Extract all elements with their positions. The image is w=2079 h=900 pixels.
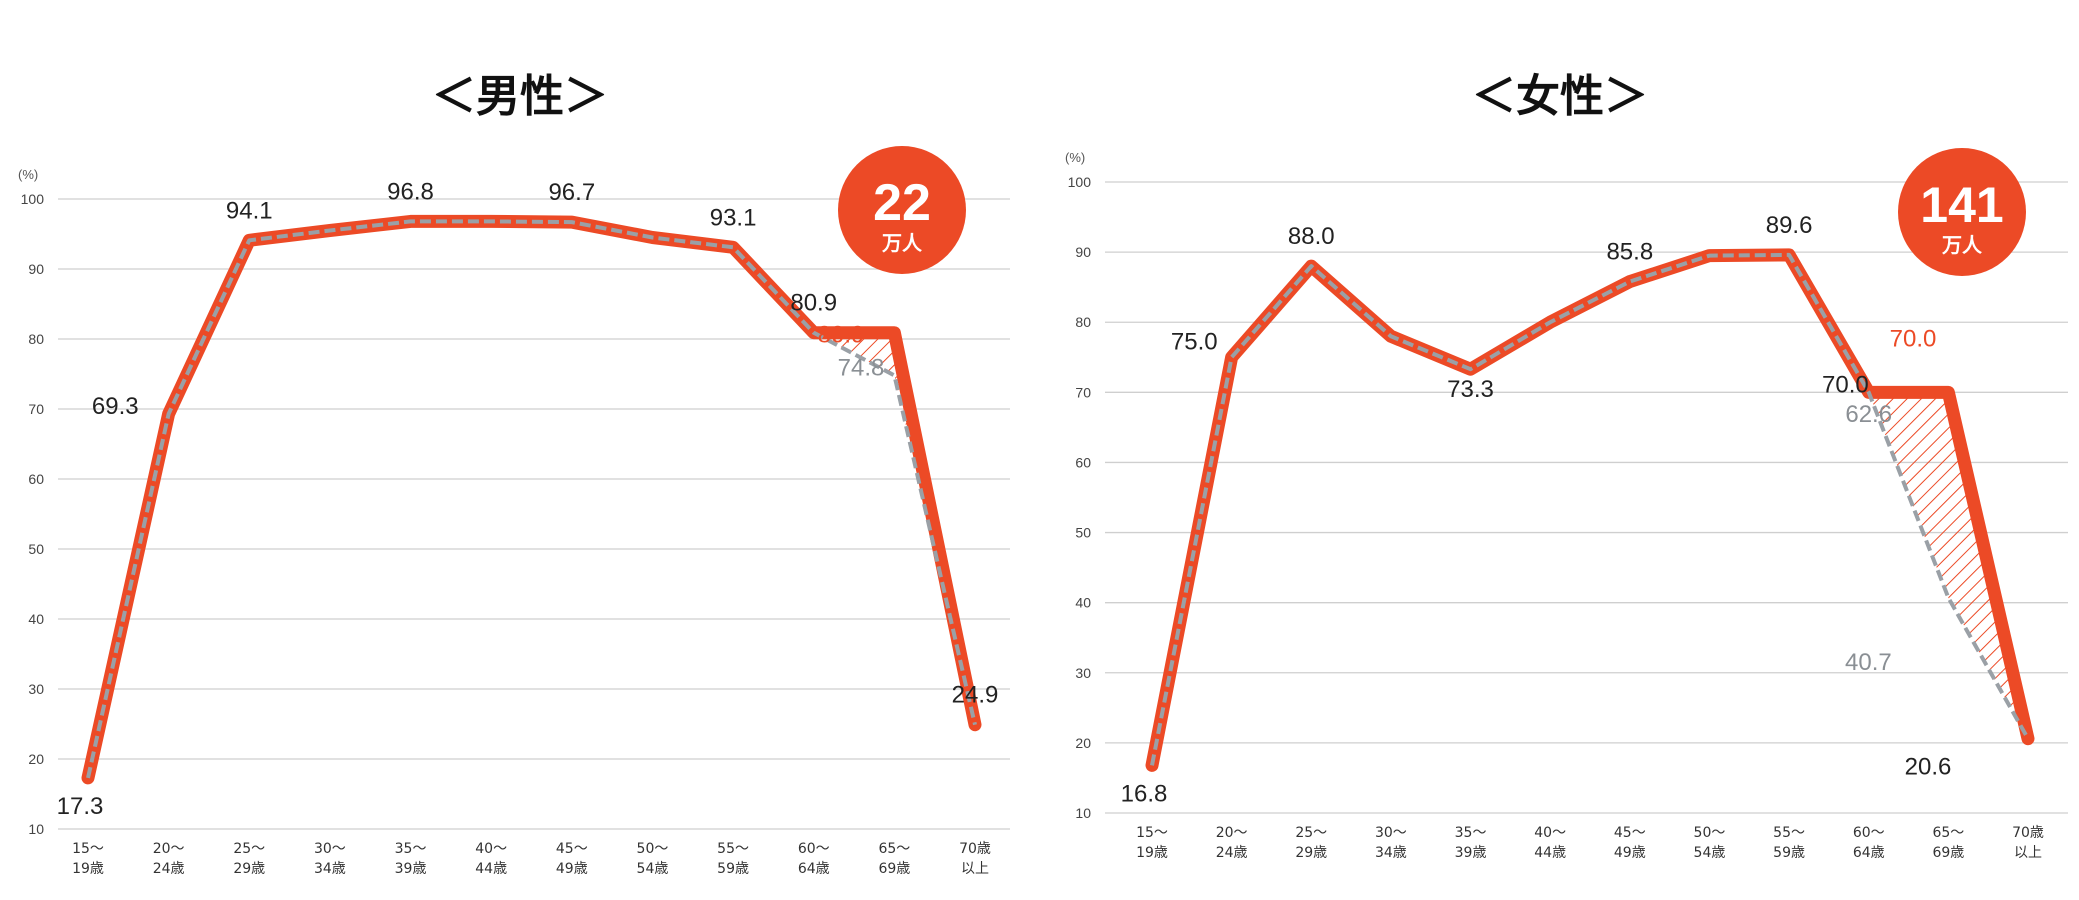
- male-x-tick-label: 15～ 19歳: [72, 841, 104, 877]
- male-x-tick-label: 20～ 24歳: [153, 841, 185, 877]
- female-y-tick-label: 90: [1075, 244, 1091, 260]
- male-x-tick-label: 65～ 69歳: [878, 841, 910, 877]
- female-data-label: 62.6: [1845, 401, 1892, 428]
- female-data-label: 40.7: [1845, 649, 1892, 676]
- female-y-tick-label: 40: [1075, 595, 1091, 611]
- male-y-unit: (%): [18, 167, 38, 182]
- female-series-dashed: [1150, 252, 2030, 766]
- female-data-label: 75.0: [1171, 328, 1218, 355]
- male-y-tick-label: 50: [28, 541, 44, 557]
- male-y-tick-label: 30: [28, 681, 44, 697]
- female-y-tick-label: 50: [1075, 525, 1091, 541]
- female-x-tick-label: 70歳以上: [2012, 825, 2044, 861]
- female-y-tick-label: 30: [1075, 665, 1091, 681]
- female-data-label: 89.6: [1766, 212, 1813, 239]
- male-y-tick-label: 80: [28, 331, 44, 347]
- female-data-label: 73.3: [1447, 376, 1494, 403]
- male-chart: (%) 10 20 30 40 50 60 70 80 90 100 15～ 19歳 20～ 24歳 25～ 2…: [18, 146, 1010, 877]
- male-data-label: 80.9: [818, 322, 865, 349]
- male-x-tick-label: 55～ 59歳: [717, 841, 749, 877]
- male-data-label: 69.3: [92, 393, 139, 420]
- female-x-tick-label: 20～ 24歳: [1216, 825, 1248, 861]
- male-y-tick-label: 20: [28, 751, 44, 767]
- female-chart: (%) 10 20 30 40 50 60 70 80 90 100 15～ 19歳 20～ 24歳 25～ 2…: [1065, 148, 2068, 861]
- male-series-dashed: [86, 219, 977, 779]
- female-x-tick-label: 45～ 49歳: [1614, 825, 1646, 861]
- male-data-label: 94.1: [226, 197, 273, 224]
- female-x-tick-label: 50～ 54歳: [1694, 825, 1726, 861]
- female-x-tick-label: 60～ 64歳: [1853, 825, 1885, 861]
- female-badge-number: 141: [1920, 177, 2003, 233]
- male-y-tick-label: 40: [28, 611, 44, 627]
- female-y-tick-label: 100: [1068, 174, 1092, 190]
- male-panel-title: ＜男性＞: [432, 71, 608, 122]
- female-x-tick-label: 65～ 69歳: [1932, 825, 1964, 861]
- male-y-tick-label: 90: [28, 261, 44, 277]
- male-badge-circle: [838, 146, 966, 274]
- female-x-tick-label: 15～ 19歳: [1136, 825, 1168, 861]
- female-y-tick-label: 10: [1075, 805, 1091, 821]
- male-x-tick-label: 30～ 34歳: [314, 841, 346, 877]
- female-badge-unit: 万人: [1941, 233, 1983, 257]
- male-x-tick-label: 50～ 54歳: [637, 841, 669, 877]
- female-x-tick-label: 40～ 44歳: [1534, 825, 1566, 861]
- male-data-label: 74.8: [838, 354, 885, 381]
- male-x-tick-label: 25～ 29歳: [233, 841, 265, 877]
- female-y-tick-label: 20: [1075, 735, 1091, 751]
- female-x-tick-label: 55～ 59歳: [1773, 825, 1805, 861]
- male-data-label: 93.1: [710, 204, 757, 231]
- female-y-tick-label: 80: [1075, 314, 1091, 330]
- male-y-tick-label: 10: [28, 821, 44, 837]
- female-y-tick-label: 70: [1075, 384, 1091, 400]
- male-x-tick-label: 60～ 64歳: [798, 841, 830, 877]
- female-badge-circle: [1898, 148, 2026, 276]
- female-data-label: 85.8: [1606, 239, 1653, 266]
- female-y-tick-label: 60: [1075, 454, 1091, 470]
- male-x-tick-label: 70歳以上: [959, 841, 991, 877]
- male-data-label: 80.9: [790, 290, 837, 317]
- male-x-tick-label: 40～ 44歳: [475, 841, 507, 877]
- female-gap-hatch: [1868, 392, 2028, 739]
- male-data-label: 96.7: [548, 179, 595, 206]
- male-x-tick-label: 45～ 49歳: [556, 841, 588, 877]
- male-badge-number: 22: [873, 174, 931, 232]
- male-y-tick-label: 70: [28, 401, 44, 417]
- female-x-tick-label: 25～ 29歳: [1295, 825, 1327, 861]
- female-data-label: 20.6: [1905, 754, 1952, 781]
- female-panel-title: ＜女性＞: [1472, 71, 1648, 122]
- female-y-unit: (%): [1065, 150, 1085, 165]
- female-data-label: 16.8: [1121, 780, 1168, 807]
- male-y-tick-label: 100: [21, 191, 45, 207]
- female-data-label: 70.0: [1890, 325, 1937, 352]
- male-data-label: 17.3: [57, 793, 104, 820]
- male-series-solid: [81, 214, 982, 785]
- female-data-label: 88.0: [1288, 223, 1335, 250]
- male-badge-unit: 万人: [881, 231, 923, 255]
- male-gap-hatch: [813, 332, 975, 725]
- male-y-tick-label: 60: [28, 471, 44, 487]
- male-data-label: 96.8: [387, 178, 434, 205]
- female-data-label: 70.0: [1822, 371, 1869, 398]
- male-x-tick-label: 35～ 39歳: [395, 841, 427, 877]
- female-x-tick-label: 35～ 39歳: [1455, 825, 1487, 861]
- female-x-tick-label: 30～ 34歳: [1375, 825, 1407, 861]
- male-data-label: 24.9: [952, 682, 999, 709]
